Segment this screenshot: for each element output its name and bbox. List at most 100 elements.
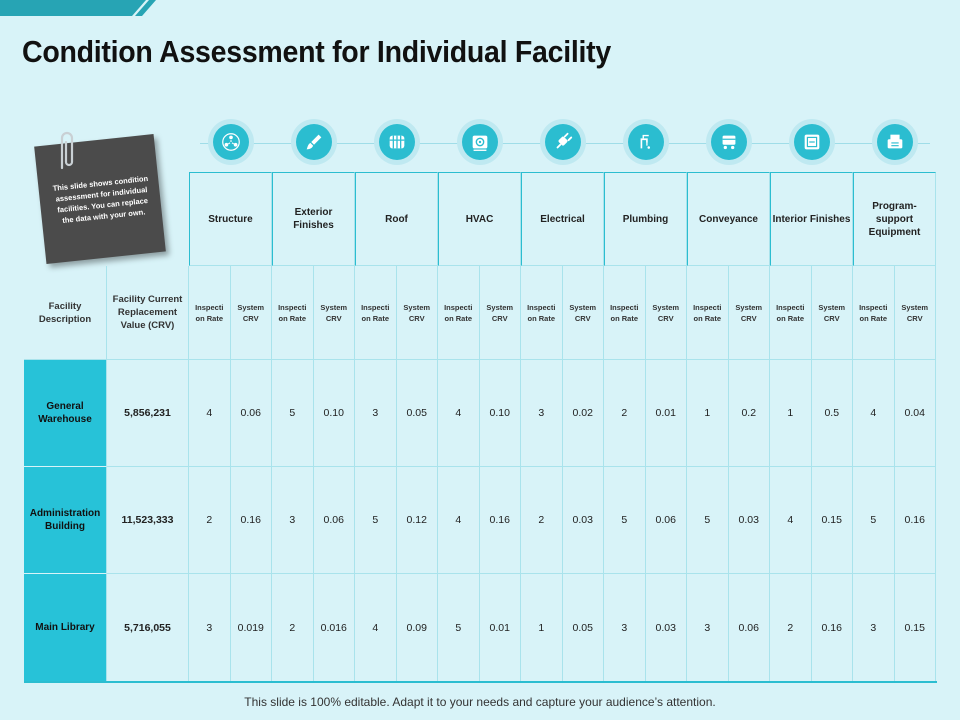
system-crv-header: System CRV xyxy=(894,266,936,360)
category-header: Program-support Equipment xyxy=(853,172,936,266)
system-crv-cell: 0.16 xyxy=(479,467,521,574)
paper-clip-icon xyxy=(60,131,74,170)
inspection-rate-cell: 1 xyxy=(770,360,812,467)
category-header: Conveyance xyxy=(687,172,770,266)
inspection-rate-cell: 4 xyxy=(189,360,231,467)
system-crv-cell: 0.2 xyxy=(728,360,770,467)
inspection-rate-cell: 3 xyxy=(521,360,563,467)
inspection-rate-cell: 4 xyxy=(438,467,480,574)
system-crv-header: System CRV xyxy=(313,266,355,360)
inspection-rate-header: Inspecti on Rate xyxy=(770,266,812,360)
electric-plug-icon xyxy=(544,124,581,160)
facility-crv-value: 5,716,055 xyxy=(107,574,189,682)
system-crv-cell: 0.03 xyxy=(562,467,604,574)
system-crv-cell: 0.02 xyxy=(562,360,604,467)
system-crv-cell: 0.16 xyxy=(811,574,853,682)
inspection-rate-cell: 3 xyxy=(355,360,397,467)
inspection-rate-cell: 5 xyxy=(272,360,314,467)
inspection-rate-cell: 4 xyxy=(438,360,480,467)
category-header: Roof xyxy=(355,172,438,266)
system-crv-header: System CRV xyxy=(562,266,604,360)
inspection-rate-cell: 4 xyxy=(853,360,895,467)
header-blank xyxy=(24,172,189,266)
inspection-rate-header: Inspecti on Rate xyxy=(189,266,231,360)
inspection-rate-cell: 2 xyxy=(189,467,231,574)
inspection-rate-header: Inspecti on Rate xyxy=(604,266,646,360)
system-crv-cell: 0.01 xyxy=(479,574,521,682)
system-crv-cell: 0.03 xyxy=(645,574,687,682)
system-crv-header: System CRV xyxy=(396,266,438,360)
category-header: Exterior Finishes xyxy=(272,172,355,266)
top-accent-bar xyxy=(0,0,156,16)
system-crv-cell: 0.06 xyxy=(728,574,770,682)
water-pipe-icon xyxy=(627,124,664,160)
inspection-rate-cell: 5 xyxy=(604,467,646,574)
category-header: Electrical xyxy=(521,172,604,266)
facility-name: Administration Building xyxy=(24,467,107,574)
system-crv-header: System CRV xyxy=(728,266,770,360)
inspection-rate-cell: 2 xyxy=(521,467,563,574)
system-crv-cell: 0.06 xyxy=(313,467,355,574)
system-crv-cell: 0.16 xyxy=(894,467,936,574)
inspection-rate-header: Inspecti on Rate xyxy=(438,266,480,360)
conveyor-cart-icon xyxy=(710,124,747,160)
inspection-rate-cell: 3 xyxy=(687,574,729,682)
system-crv-cell: 0.16 xyxy=(230,467,272,574)
crv-header: Facility Current Replacement Value (CRV) xyxy=(107,266,189,360)
equipment-box-icon xyxy=(876,124,913,160)
facility-name: Main Library xyxy=(24,574,107,682)
system-crv-cell: 0.12 xyxy=(396,467,438,574)
inspection-rate-cell: 3 xyxy=(189,574,231,682)
people-network-icon xyxy=(212,124,249,160)
system-crv-cell: 0.06 xyxy=(230,360,272,467)
inspection-rate-cell: 2 xyxy=(272,574,314,682)
page-title: Condition Assessment for Individual Faci… xyxy=(22,34,611,69)
inspection-rate-cell: 1 xyxy=(687,360,729,467)
system-crv-header: System CRV xyxy=(645,266,687,360)
category-header: HVAC xyxy=(438,172,521,266)
category-header: Plumbing xyxy=(604,172,687,266)
system-crv-cell: 0.01 xyxy=(645,360,687,467)
system-crv-header: System CRV xyxy=(230,266,272,360)
inspection-rate-cell: 5 xyxy=(853,467,895,574)
facility-crv-value: 5,856,231 xyxy=(107,360,189,467)
system-crv-cell: 0.06 xyxy=(645,467,687,574)
system-crv-cell: 0.15 xyxy=(894,574,936,682)
inspection-rate-cell: 2 xyxy=(770,574,812,682)
inspection-rate-header: Inspecti on Rate xyxy=(272,266,314,360)
system-crv-cell: 0.15 xyxy=(811,467,853,574)
inspection-rate-cell: 3 xyxy=(853,574,895,682)
category-header: Structure xyxy=(189,172,272,266)
facility-description-header: Facility Description xyxy=(24,266,107,360)
system-crv-header: System CRV xyxy=(479,266,521,360)
inspection-rate-cell: 3 xyxy=(604,574,646,682)
system-crv-cell: 0.019 xyxy=(230,574,272,682)
paint-brush-icon xyxy=(295,124,332,160)
assessment-table: Structure Exterior Finishes Roof HVAC Electr… xyxy=(24,172,937,682)
inspection-rate-cell: 3 xyxy=(272,467,314,574)
facility-name: General Warehouse xyxy=(24,360,107,467)
interior-panel-icon xyxy=(793,124,830,160)
inspection-rate-header: Inspecti on Rate xyxy=(687,266,729,360)
system-crv-cell: 0.09 xyxy=(396,574,438,682)
category-header: Interior Finishes xyxy=(770,172,853,266)
inspection-rate-header: Inspecti on Rate xyxy=(853,266,895,360)
system-crv-cell: 0.04 xyxy=(894,360,936,467)
system-crv-cell: 0.05 xyxy=(562,574,604,682)
table-bottom-border xyxy=(24,681,937,683)
system-crv-cell: 0.10 xyxy=(313,360,355,467)
system-crv-cell: 0.05 xyxy=(396,360,438,467)
system-crv-cell: 0.03 xyxy=(728,467,770,574)
system-crv-header: System CRV xyxy=(811,266,853,360)
system-crv-cell: 0.10 xyxy=(479,360,521,467)
roof-tiles-icon xyxy=(378,124,415,160)
inspection-rate-cell: 5 xyxy=(687,467,729,574)
facility-crv-value: 11,523,333 xyxy=(107,467,189,574)
inspection-rate-cell: 4 xyxy=(355,574,397,682)
fan-unit-icon xyxy=(461,124,498,160)
inspection-rate-cell: 4 xyxy=(770,467,812,574)
system-crv-cell: 0.5 xyxy=(811,360,853,467)
footer-note: This slide is 100% editable. Adapt it to… xyxy=(244,695,716,709)
system-crv-cell: 0.016 xyxy=(313,574,355,682)
inspection-rate-header: Inspecti on Rate xyxy=(521,266,563,360)
